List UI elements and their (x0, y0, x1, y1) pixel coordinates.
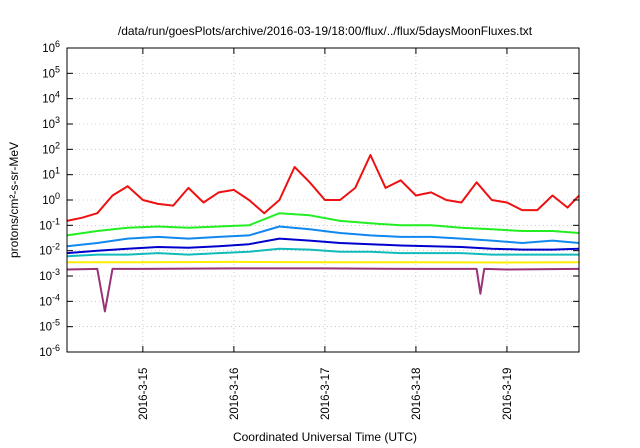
y-tick-label: 106 (42, 39, 60, 55)
y-tick-label: 10-2 (39, 242, 60, 258)
y-tick-label: 10-5 (39, 318, 60, 334)
chart-title: /data/run/goesPlots/archive/2016-03-19/1… (118, 24, 533, 38)
y-axis-label: protons/cm²-s-sr-MeV (7, 142, 21, 258)
x-axis-label: Coordinated Universal Time (UTC) (233, 430, 417, 444)
series-line (67, 260, 580, 264)
series-line (66, 154, 580, 222)
x-tick-label: 2016-3-15 (138, 368, 150, 420)
y-tick-label: 10-3 (39, 267, 60, 283)
y-tick-label: 104 (42, 90, 60, 106)
axis-ticks: 10-6 10-5 10-4 10-3 10-2 10-1 100 101 102 103 104 1… (39, 39, 579, 420)
y-tick-label: 10-6 (39, 343, 60, 359)
y-tick-label: 10-4 (39, 292, 60, 308)
x-tick-label: 2016-3-18 (411, 368, 423, 420)
y-tick-label: 100 (42, 191, 60, 207)
y-tick-label: 101 (42, 166, 60, 182)
series-line (66, 267, 580, 313)
series-line (66, 247, 579, 258)
y-tick-label: 10-1 (39, 216, 60, 232)
y-tick-label: 103 (42, 115, 60, 131)
y-tick-label: 105 (42, 64, 60, 80)
x-tick-label: 2016-3-17 (320, 368, 332, 420)
x-tick-label: 2016-3-16 (229, 368, 241, 420)
series-line (66, 237, 580, 255)
series-line (66, 225, 580, 248)
x-tick-label: 2016-3-19 (502, 368, 514, 420)
series-line (66, 212, 580, 237)
y-tick-label: 102 (42, 140, 60, 156)
series-group (66, 154, 580, 313)
